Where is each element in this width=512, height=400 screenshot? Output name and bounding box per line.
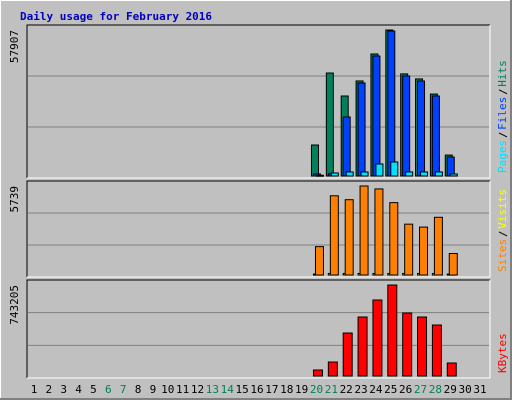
x-tick-label: 8 xyxy=(135,383,142,396)
x-tick-label: 31 xyxy=(473,383,486,396)
bar xyxy=(390,161,399,177)
legend: KBytes xyxy=(496,333,509,373)
x-tick-label: 1 xyxy=(31,383,38,396)
bar xyxy=(314,246,324,276)
bar xyxy=(374,188,384,276)
x-tick-label: 15 xyxy=(236,383,249,396)
legend-entry: Pages xyxy=(496,140,509,173)
bar xyxy=(387,30,396,177)
x-tick-label: 4 xyxy=(75,383,82,396)
bar xyxy=(417,316,428,377)
x-tick-label: 27 xyxy=(414,383,427,396)
x-tick-label: 30 xyxy=(459,383,472,396)
x-tick-label: 18 xyxy=(280,383,293,396)
y-tick-label: 743205 xyxy=(8,285,21,325)
x-tick-label: 24 xyxy=(369,383,383,396)
bar xyxy=(402,312,413,377)
bar xyxy=(310,144,319,177)
plot-border-dark xyxy=(26,24,490,178)
bar xyxy=(360,171,369,177)
legend: Pages Files Hits xyxy=(496,60,509,173)
bar xyxy=(433,216,443,276)
y-tick-label: 5739 xyxy=(8,186,21,213)
bar xyxy=(372,55,381,177)
plot-border-light xyxy=(27,181,491,278)
x-tick-label: 16 xyxy=(250,383,263,396)
bar xyxy=(389,202,399,276)
x-tick-label: 19 xyxy=(295,383,308,396)
bar xyxy=(449,173,458,177)
bar xyxy=(446,362,457,377)
bar xyxy=(448,252,458,276)
legend-entry: Hits xyxy=(496,60,509,87)
bar xyxy=(344,199,354,276)
bar xyxy=(345,171,354,177)
bar xyxy=(375,163,384,177)
legend-entry: KBytes xyxy=(496,333,509,373)
bar xyxy=(315,174,324,177)
x-tick-label: 12 xyxy=(191,383,204,396)
bar xyxy=(325,72,334,177)
bar xyxy=(357,316,368,377)
x-tick-label: 17 xyxy=(265,383,278,396)
x-tick-label: 14 xyxy=(221,383,235,396)
bar xyxy=(446,156,455,177)
bar xyxy=(434,171,443,177)
plot-border-dark xyxy=(26,180,490,277)
x-tick-label: 23 xyxy=(354,383,367,396)
x-tick-label: 9 xyxy=(150,383,157,396)
bar xyxy=(312,369,323,377)
bar xyxy=(405,171,414,177)
bar xyxy=(359,185,369,276)
x-tick-label: 7 xyxy=(120,383,127,396)
legend-separator xyxy=(498,89,508,95)
bar xyxy=(357,82,366,177)
bar xyxy=(342,116,351,177)
legend-entry: Visits xyxy=(496,189,509,229)
plot-area xyxy=(27,25,490,178)
x-tick-label: 5 xyxy=(90,383,97,396)
bar xyxy=(404,223,414,276)
x-tick-label: 28 xyxy=(429,383,442,396)
chart-title: Daily usage for February 2016 xyxy=(20,10,212,23)
bar xyxy=(329,195,339,276)
x-tick-label: 6 xyxy=(105,383,112,396)
bar xyxy=(420,171,429,177)
bar xyxy=(342,332,353,377)
x-tick-label: 2 xyxy=(46,383,53,396)
legend-entry: Files xyxy=(496,97,509,130)
legend: Sites Visits xyxy=(496,189,509,272)
x-tick-label: 11 xyxy=(176,383,189,396)
x-tick-label: 20 xyxy=(310,383,323,396)
x-tick-label: 3 xyxy=(60,383,67,396)
x-tick-label: 13 xyxy=(206,383,219,396)
bar xyxy=(327,361,338,377)
plot-border-light xyxy=(27,25,491,179)
plot-border-light xyxy=(27,280,491,379)
y-tick-label: 57907 xyxy=(8,30,21,63)
bar xyxy=(431,95,440,177)
x-tick-label: 21 xyxy=(325,383,338,396)
bar xyxy=(372,299,383,377)
bar xyxy=(417,80,426,177)
x-tick-label: 22 xyxy=(340,383,353,396)
legend-separator xyxy=(498,132,508,138)
bar xyxy=(387,284,398,377)
x-tick-label: 25 xyxy=(384,383,397,396)
x-tick-label: 26 xyxy=(399,383,412,396)
bar xyxy=(419,226,429,276)
bar xyxy=(431,324,442,377)
bar xyxy=(330,172,339,177)
legend-entry: Sites xyxy=(496,239,509,272)
x-tick-label: 10 xyxy=(161,383,174,396)
legend-separator xyxy=(498,231,508,237)
plot-border-dark xyxy=(26,279,490,378)
x-tick-label: 29 xyxy=(444,383,457,396)
bar xyxy=(402,75,411,177)
plot-area xyxy=(27,280,490,378)
